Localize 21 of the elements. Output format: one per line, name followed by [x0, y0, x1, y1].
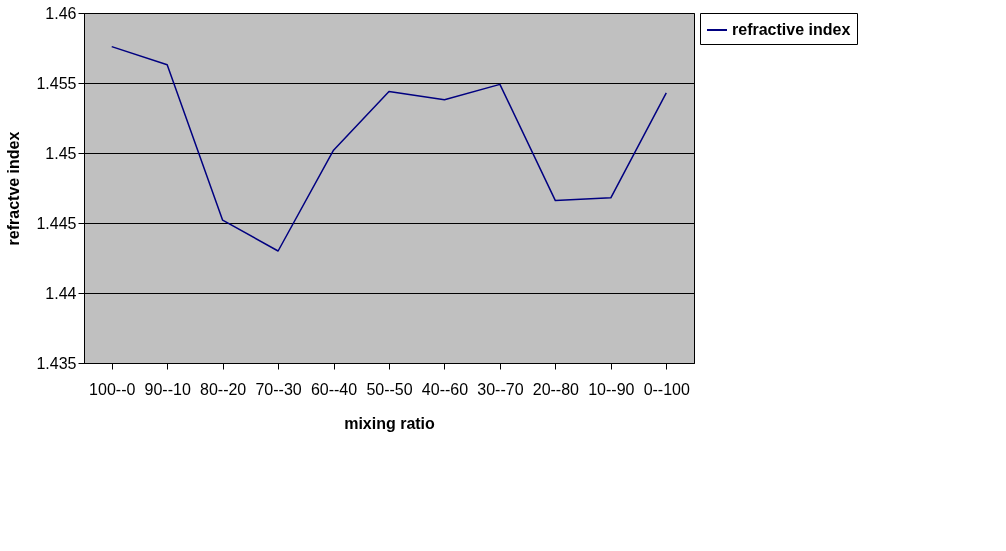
x-tick-label: 90--10: [144, 380, 191, 398]
x-tick-label: 60--40: [310, 380, 358, 398]
y-tick-label: 1.46: [45, 4, 77, 22]
y-tick-label: 1.44: [45, 284, 77, 302]
x-tick-label: 40--60: [421, 380, 469, 398]
x-tick-label: 100--0: [89, 380, 136, 398]
x-tick-label: 70--30: [255, 380, 302, 398]
y-tick-label: 1.435: [36, 354, 77, 372]
y-tick-label: 1.445: [36, 214, 77, 232]
x-tick-label: 50--50: [366, 380, 413, 398]
x-tick-label: 80--20: [200, 380, 247, 398]
y-tick-label: 1.455: [36, 74, 77, 92]
legend-label: refractive index: [732, 21, 851, 38]
x-axis-title: mixing ratio: [344, 414, 436, 432]
y-tick-label: 1.45: [45, 144, 77, 162]
x-tick-label: 0--100: [643, 380, 690, 398]
x-tick-label: 20--80: [532, 380, 580, 398]
line-series: [110, 45, 668, 252]
y-axis-title: refractve index: [5, 131, 23, 246]
x-tick-label: 10--90: [588, 380, 635, 398]
x-tick-label: 30--70: [477, 380, 524, 398]
